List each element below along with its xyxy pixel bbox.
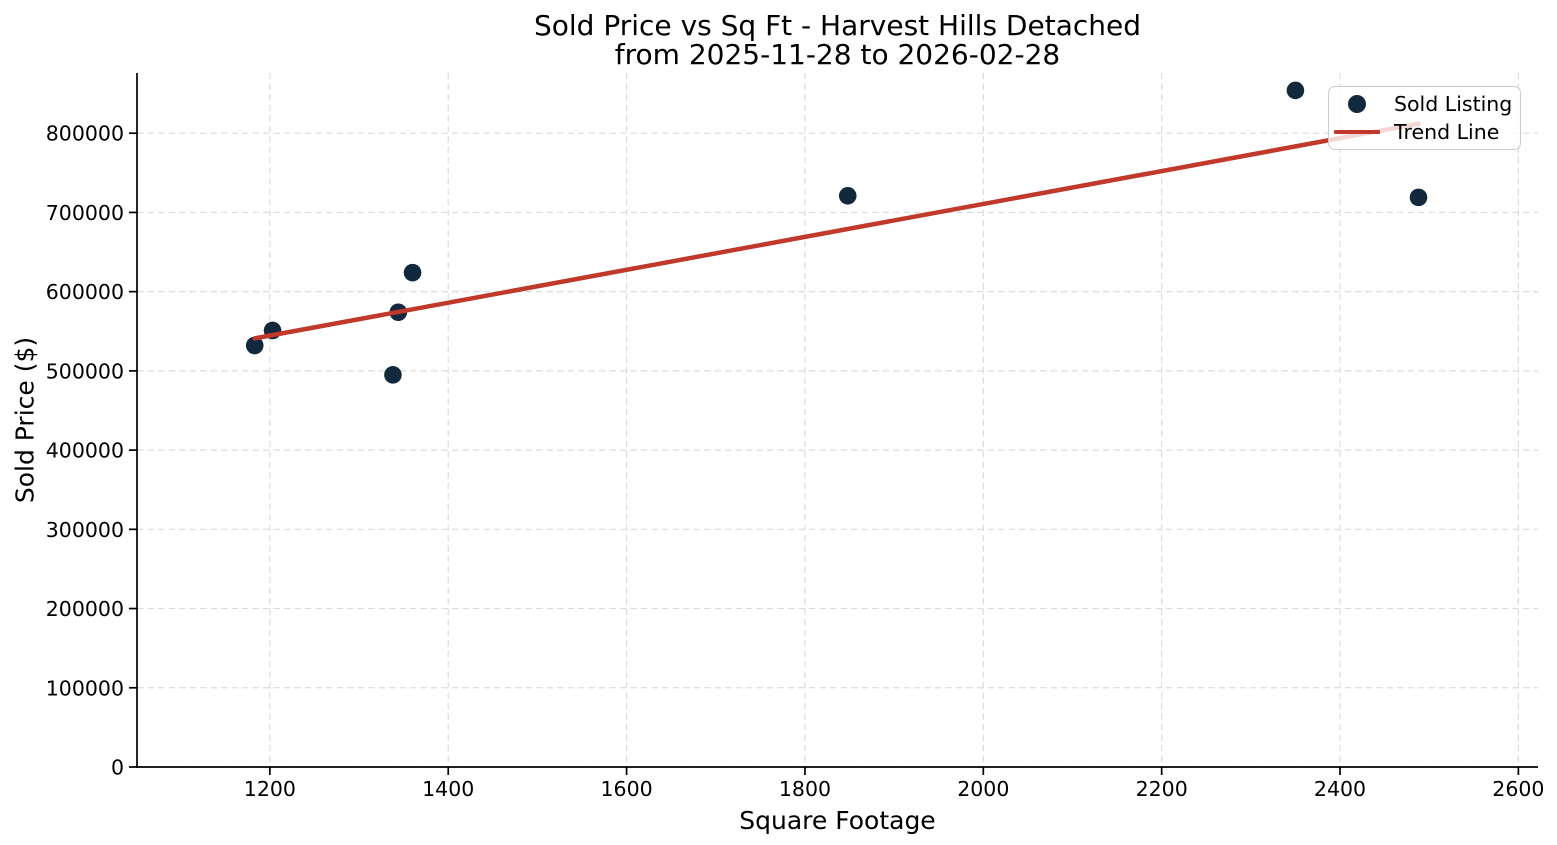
y-tick-label: 200000 [46,597,124,621]
scatter-point [245,336,264,355]
legend-line-swatch-icon [1334,129,1380,135]
legend: Sold Listing Trend Line [1328,86,1521,150]
chart-title: Sold Price vs Sq Ft - Harvest Hills Deta… [534,9,1141,42]
y-tick-label: 500000 [46,359,124,383]
y-tick-label: 0 [111,756,124,780]
legend-item-label: Sold Listing [1394,92,1513,116]
legend-item-sold-listing: Sold Listing [1334,90,1512,118]
y-tick-label: 800000 [46,122,124,146]
trend-line [252,121,1421,341]
x-tick-label: 1400 [422,777,474,801]
x-axis-label: Square Footage [739,806,936,835]
chart-subtitle: from 2025-11-28 to 2026-02-28 [614,38,1061,71]
legend-item-trend-line: Trend Line [1334,118,1512,146]
y-tick-label: 100000 [46,676,124,700]
y-tick-label: 700000 [46,201,124,225]
scatter-point [1409,188,1428,207]
y-tick-label: 300000 [46,518,124,542]
y-tick-label: 400000 [46,439,124,463]
x-tick-label: 2200 [1136,777,1188,801]
scatter-point [1286,81,1305,100]
x-tick-label: 1600 [601,777,653,801]
scatter-point [403,263,422,282]
x-tick-label: 1200 [244,777,296,801]
x-tick-label: 2000 [957,777,1009,801]
scatter-point [384,366,402,384]
scatter-point [838,186,857,205]
chart-title-block: Sold Price vs Sq Ft - Harvest Hills Deta… [137,11,1538,69]
y-tick-label: 600000 [46,280,124,304]
x-tick-label: 2600 [1492,777,1544,801]
y-axis-label: Sold Price ($) [10,336,40,504]
x-tick-label: 1800 [779,777,831,801]
x-tick-label: 2400 [1314,777,1366,801]
legend-item-label: Trend Line [1394,120,1500,144]
legend-marker-dot-icon [1348,95,1366,113]
